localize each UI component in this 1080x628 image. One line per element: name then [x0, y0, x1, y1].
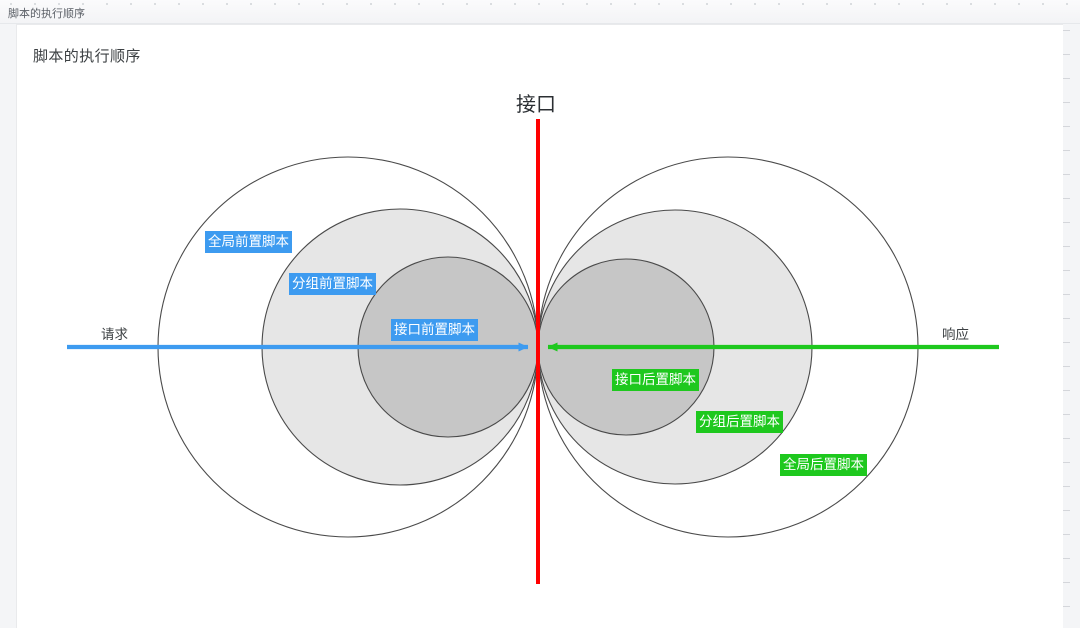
interface-title: 接口: [516, 94, 556, 116]
label-interface-post-script[interactable]: 接口后置脚本: [612, 369, 699, 391]
top-toolbar: 脚本的执行顺序: [0, 0, 1080, 24]
label-group-pre-script[interactable]: 分组前置脚本: [289, 273, 376, 295]
label-global-post-script[interactable]: 全局后置脚本: [780, 454, 867, 476]
label-group-post-script[interactable]: 分组后置脚本: [696, 411, 783, 433]
request-label: 请求: [101, 327, 128, 342]
label-interface-pre-script[interactable]: 接口前置脚本: [391, 319, 478, 341]
horizontal-ruler: [0, 0, 1080, 9]
page-title: 脚本的执行顺序: [33, 48, 141, 65]
document-tab-title[interactable]: 脚本的执行顺序: [8, 8, 85, 20]
label-global-pre-script[interactable]: 全局前置脚本: [205, 231, 292, 253]
response-label: 响应: [942, 327, 969, 342]
vertical-ruler: [1063, 24, 1080, 628]
drawing-canvas[interactable]: 脚本的执行顺序: [16, 24, 1063, 628]
